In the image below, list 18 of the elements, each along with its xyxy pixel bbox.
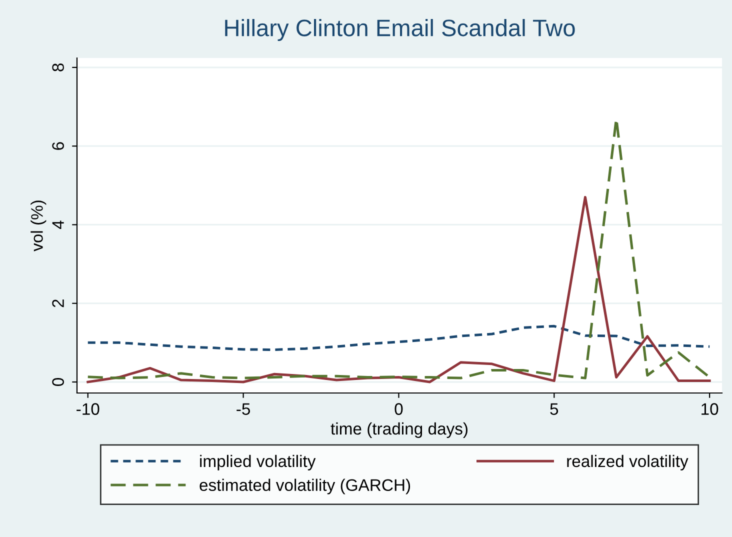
x-tick-label: -5	[236, 403, 250, 415]
legend-label: estimated volatility (GARCH)	[200, 478, 410, 494]
x-axis-title: time (trading days)	[330, 422, 468, 438]
x-tick-label: 0	[394, 403, 403, 415]
y-axis-title: vol (%)	[30, 200, 46, 252]
chart-title: Hillary Clinton Email Scandal Two	[225, 18, 575, 42]
x-tick-label: -10	[76, 403, 100, 415]
x-tick-label: 10	[702, 403, 718, 415]
y-tick-label: 8	[52, 64, 64, 72]
y-tick-label: 2	[52, 300, 64, 308]
y-tick-label: 6	[52, 142, 64, 150]
y-tick-label: 4	[52, 220, 64, 229]
line-series	[86, 196, 711, 384]
y-tick-label: 0	[52, 378, 64, 386]
x-tick-label: 5	[550, 403, 558, 415]
legend-label: realized volatility	[567, 454, 688, 470]
legend-label: implied volatility	[200, 454, 316, 470]
line-series	[86, 324, 711, 351]
